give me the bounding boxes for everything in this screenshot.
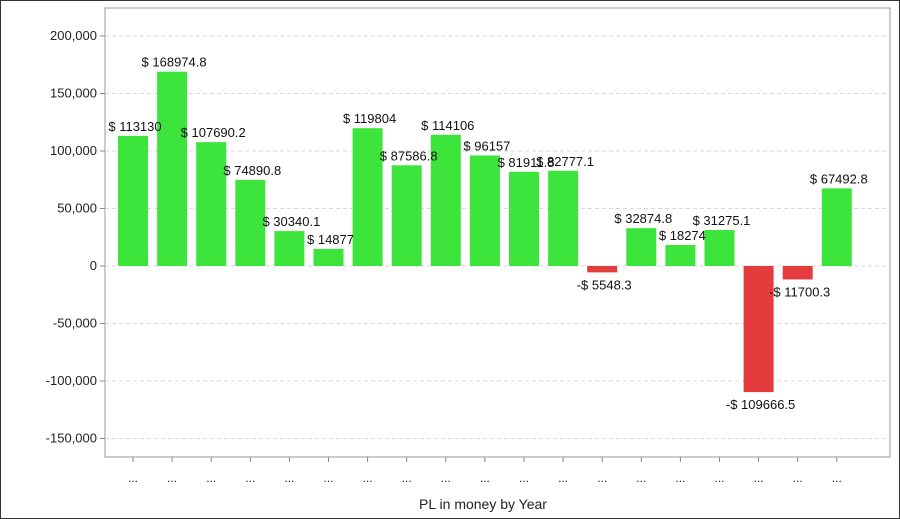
data-label: $ 74890.8 (223, 163, 281, 178)
bar[interactable] (704, 230, 735, 266)
bar[interactable] (235, 179, 266, 266)
x-tick-label: ... (128, 471, 138, 485)
x-tick-label: ... (441, 471, 451, 485)
y-tick-label: 0 (90, 258, 97, 273)
bar[interactable] (391, 165, 422, 266)
bar[interactable] (196, 142, 227, 266)
data-label: -$ 5548.3 (577, 277, 632, 292)
data-label: $ 31275.1 (693, 213, 751, 228)
data-label: -$ 109666.5 (726, 397, 795, 412)
y-tick-label: 200,000 (50, 28, 97, 43)
x-tick-label: ... (832, 471, 842, 485)
x-tick-label: ... (284, 471, 294, 485)
bar[interactable] (469, 155, 500, 266)
y-tick-label: -50,000 (53, 316, 97, 331)
bar[interactable] (548, 170, 579, 266)
data-label: $ 119804 (343, 111, 396, 126)
x-tick-label: ... (519, 471, 529, 485)
data-label: $ 14877 (307, 232, 354, 247)
y-tick-label: 150,000 (50, 86, 97, 101)
data-label: $ 81911.8 (498, 155, 555, 170)
bar[interactable] (665, 244, 696, 266)
data-label: $ 32874.8 (614, 211, 672, 226)
data-label: -$ 11700.3 (769, 284, 830, 299)
data-label: $ 18274 (659, 228, 706, 243)
x-tick-label: ... (754, 471, 764, 485)
bars (118, 71, 852, 393)
bar[interactable] (352, 128, 383, 266)
bar[interactable] (743, 266, 774, 393)
data-label: $ 107690.2 (181, 125, 246, 140)
x-tick-label: ... (714, 471, 724, 485)
bar[interactable] (509, 171, 539, 266)
x-axis-ticks: ........................................… (128, 457, 842, 485)
x-axis-title: PL in money by Year (419, 496, 547, 512)
y-axis-ticks: 200,000 150,000 100,000 50,000 0 -50,000 -100,… (46, 28, 105, 446)
data-label: $ 114106 (421, 118, 474, 133)
x-tick-label: ... (480, 471, 490, 485)
data-label: $ 87586.8 (380, 148, 438, 163)
bar[interactable] (118, 135, 148, 266)
data-label: $ 30340.1 (262, 214, 320, 229)
x-tick-label: ... (402, 471, 412, 485)
y-tick-label: -150,000 (46, 431, 97, 446)
data-label: $ 168974.8 (142, 55, 207, 70)
data-label: $ 96157 (463, 138, 510, 153)
data-label: $ 67492.8 (810, 171, 868, 186)
x-tick-label: ... (363, 471, 373, 485)
x-tick-label: ... (167, 471, 177, 485)
bar[interactable] (626, 228, 657, 266)
bar[interactable] (587, 266, 618, 273)
data-label: $ 113130 (108, 119, 161, 134)
bar[interactable] (313, 248, 344, 266)
bar[interactable] (157, 71, 188, 266)
bar[interactable] (782, 266, 813, 280)
x-tick-label: ... (675, 471, 685, 485)
y-tick-label: -100,000 (46, 373, 97, 388)
y-tick-label: 100,000 (50, 143, 97, 158)
x-tick-label: ... (245, 471, 255, 485)
x-tick-label: ... (793, 471, 803, 485)
bar[interactable] (430, 134, 461, 266)
y-tick-label: 50,000 (57, 201, 97, 216)
x-tick-label: ... (323, 471, 333, 485)
data-label: $ 82777.1 (536, 154, 594, 169)
bar[interactable] (821, 188, 852, 266)
bar[interactable] (274, 231, 305, 266)
x-tick-label: ... (206, 471, 216, 485)
x-tick-label: ... (558, 471, 568, 485)
x-tick-label: ... (597, 471, 607, 485)
data-labels: $ 113130 $ 168974.8 $ 107690.2 $ 74890.8 $ 3… (108, 55, 867, 412)
x-tick-label: ... (636, 471, 646, 485)
